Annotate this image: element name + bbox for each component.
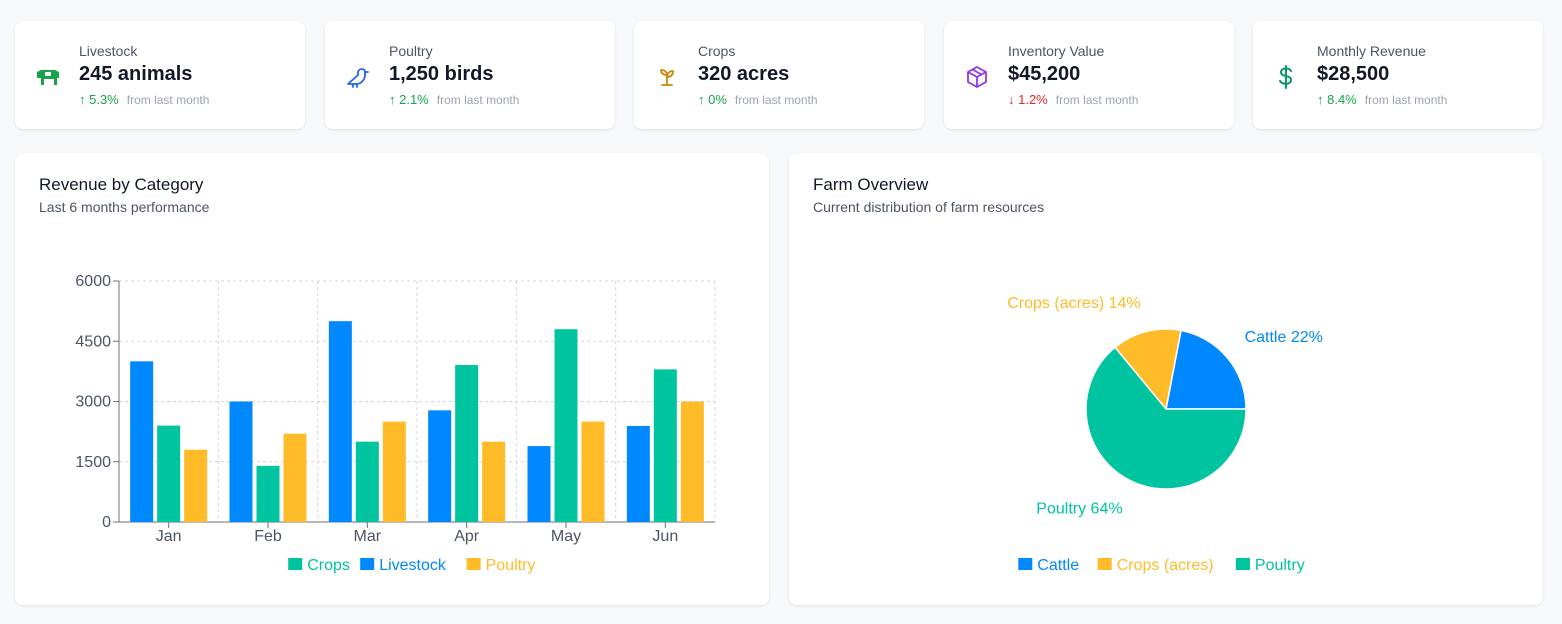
bar-crops-apr [455, 365, 479, 522]
pie-label-crops-acres: Crops (acres) 14% [1007, 295, 1140, 312]
stat-change-period: from last month [126, 93, 210, 107]
panel-title: Revenue by Category [39, 175, 204, 194]
revenue-chart-card: Revenue by Category Last 6 months perfor… [15, 153, 769, 605]
bar-poultry-may [581, 421, 605, 522]
stat-value: 245 animals [79, 63, 193, 85]
legend-swatch-poultry [1235, 558, 1250, 570]
legend-label-poultry: Poultry [486, 557, 536, 574]
x-tick-label: May [551, 528, 581, 545]
bar-poultry-apr [482, 441, 506, 522]
x-tick-label: Mar [354, 528, 382, 545]
sprout-icon [654, 64, 680, 90]
bird-icon [345, 64, 371, 90]
stat-card-livestock: Livestock 245 animals ↑ 5.3% from last m… [15, 21, 305, 129]
panel-title: Farm Overview [813, 175, 929, 194]
panel-subtitle: Last 6 months performance [39, 199, 210, 215]
bar-poultry-jan [184, 449, 208, 522]
stat-change: ↑ 8.4% from last month [1317, 92, 1447, 107]
bar-poultry-jun [680, 401, 704, 522]
stat-label: Crops [698, 43, 736, 59]
stat-change-percent: ↑ 2.1% [389, 92, 429, 107]
stat-value: 1,250 birds [389, 63, 494, 85]
x-tick-label: Jun [652, 528, 678, 545]
stat-label: Monthly Revenue [1317, 43, 1426, 59]
farm-pie-chart: Cattle 22% Crops (acres) 14% Poultry 64% Ca… [1007, 295, 1323, 574]
y-tick-label: 0 [102, 514, 111, 531]
stat-change-period: from last month [436, 93, 520, 107]
stat-change: ↓ 1.2% from last month [1008, 92, 1138, 107]
stat-label: Poultry [389, 43, 433, 59]
bar-poultry-mar [382, 421, 406, 522]
stat-change: ↑ 0% from last month [698, 92, 818, 107]
package-icon [964, 64, 990, 90]
bar-livestock-jan [130, 361, 154, 522]
legend-label-poultry: Poultry [1255, 557, 1305, 574]
bar-crops-feb [256, 465, 280, 522]
y-tick-label: 3000 [75, 394, 111, 411]
legend-label-crops-acres: Crops (acres) [1117, 557, 1214, 574]
bar-crops-may [554, 329, 578, 522]
revenue-bar-chart: 0 1500 3000 4500 6000 Jan Feb Mar Apr May Jun Crops… [75, 273, 716, 574]
pie-slice-cattle [1165, 329, 1247, 410]
legend-swatch-poultry [466, 558, 481, 570]
farm-overview-card: Farm Overview Current distribution of fa… [789, 153, 1543, 605]
stat-change: ↑ 5.3% from last month [79, 92, 209, 107]
legend-swatch-crops [288, 558, 303, 570]
stat-change-period: from last month [734, 93, 818, 107]
dollar-icon [1273, 64, 1299, 90]
legend-label-livestock: Livestock [379, 557, 447, 574]
stat-change-percent: ↑ 0% [698, 92, 727, 107]
bar-livestock-may [527, 446, 551, 522]
bar-livestock-jun [626, 426, 650, 522]
x-tick-label: Jan [156, 528, 182, 545]
stat-value: 320 acres [698, 63, 790, 85]
stat-change-period: from last month [1055, 93, 1139, 107]
panel-subtitle: Current distribution of farm resources [813, 199, 1045, 215]
stat-value: $28,500 [1317, 63, 1390, 85]
bar-crops-mar [355, 441, 379, 522]
x-tick-label: Feb [254, 528, 282, 545]
pie-slice-poultry [1085, 346, 1247, 490]
legend-swatch-livestock [360, 558, 375, 570]
stat-value: $45,200 [1008, 63, 1081, 85]
legend-label-crops: Crops [307, 557, 350, 574]
stat-change-percent: ↑ 8.4% [1317, 92, 1357, 107]
y-tick-label: 6000 [75, 273, 111, 290]
stat-change-percent: ↓ 1.2% [1008, 92, 1048, 107]
chart-legend: Cattle Crops (acres) Poultry [1018, 557, 1305, 574]
legend-swatch-crops-acres [1097, 558, 1112, 570]
stat-card-revenue: Monthly Revenue $28,500 ↑ 8.4% from last… [1253, 21, 1543, 129]
y-tick-label: 4500 [75, 333, 111, 350]
bar-livestock-mar [328, 321, 352, 522]
bar-crops-jun [653, 369, 677, 522]
legend-label-cattle: Cattle [1037, 557, 1079, 574]
bar-livestock-apr [428, 410, 452, 522]
stat-card-poultry: Poultry 1,250 birds ↑ 2.1% from last mon… [325, 21, 615, 129]
stat-change-period: from last month [1364, 93, 1448, 107]
stat-card-inventory: Inventory Value $45,200 ↓ 1.2% from last… [944, 21, 1234, 129]
stat-change-percent: ↑ 5.3% [79, 92, 119, 107]
y-tick-label: 1500 [75, 454, 111, 471]
stat-label: Livestock [79, 43, 138, 59]
bar-livestock-feb [229, 401, 253, 522]
bar-crops-jan [157, 425, 181, 522]
chart-legend: Crops Livestock Poultry [288, 557, 535, 574]
cow-icon [35, 64, 61, 90]
stat-change: ↑ 2.1% from last month [389, 92, 519, 107]
pie-label-poultry: Poultry 64% [1036, 500, 1122, 517]
stat-card-crops: Crops 320 acres ↑ 0% from last month [634, 21, 924, 129]
pie-slice-crops-acres [1113, 328, 1182, 411]
pie-label-cattle: Cattle 22% [1245, 329, 1323, 346]
x-tick-label: Apr [454, 528, 480, 545]
stat-label: Inventory Value [1008, 43, 1105, 59]
legend-swatch-cattle [1018, 558, 1033, 570]
bar-poultry-feb [283, 433, 307, 522]
